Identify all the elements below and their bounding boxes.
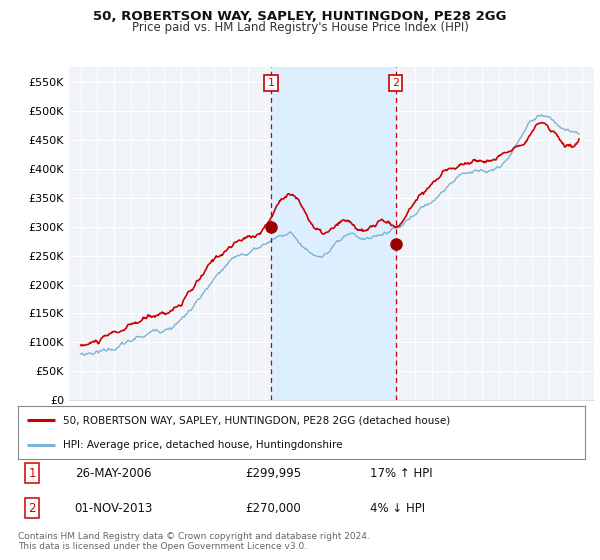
Text: HPI: Average price, detached house, Huntingdonshire: HPI: Average price, detached house, Hunt…: [64, 440, 343, 450]
Text: 1: 1: [28, 466, 36, 480]
Text: 01-NOV-2013: 01-NOV-2013: [75, 502, 153, 515]
Text: 4% ↓ HPI: 4% ↓ HPI: [370, 502, 425, 515]
Text: Contains HM Land Registry data © Crown copyright and database right 2024.
This d: Contains HM Land Registry data © Crown c…: [18, 532, 370, 552]
Text: 50, ROBERTSON WAY, SAPLEY, HUNTINGDON, PE28 2GG: 50, ROBERTSON WAY, SAPLEY, HUNTINGDON, P…: [93, 10, 507, 22]
Text: £299,995: £299,995: [245, 466, 301, 480]
Text: 17% ↑ HPI: 17% ↑ HPI: [370, 466, 432, 480]
Text: 50, ROBERTSON WAY, SAPLEY, HUNTINGDON, PE28 2GG (detached house): 50, ROBERTSON WAY, SAPLEY, HUNTINGDON, P…: [64, 416, 451, 426]
Text: £270,000: £270,000: [245, 502, 301, 515]
Text: 1: 1: [268, 78, 275, 88]
Text: 2: 2: [392, 78, 399, 88]
Text: 26-MAY-2006: 26-MAY-2006: [75, 466, 151, 480]
Text: 2: 2: [28, 502, 36, 515]
Text: Price paid vs. HM Land Registry's House Price Index (HPI): Price paid vs. HM Land Registry's House …: [131, 21, 469, 34]
Bar: [271, 67, 395, 400]
